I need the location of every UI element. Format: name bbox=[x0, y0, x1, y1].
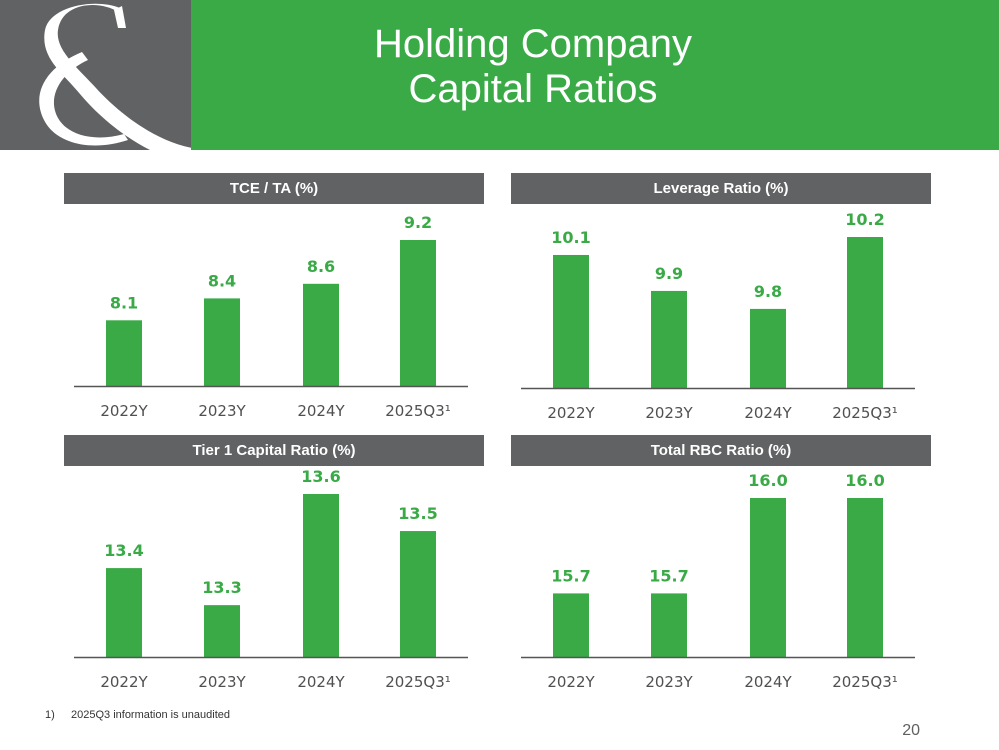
x-tick-label-1: 2023Y bbox=[198, 673, 246, 691]
header-band bbox=[191, 0, 999, 150]
bar-2 bbox=[303, 283, 339, 386]
bar-1 bbox=[204, 605, 240, 657]
data-label-2: 8.6 bbox=[307, 257, 335, 276]
x-tick-label-0: 2022Y bbox=[547, 404, 595, 422]
data-label-1: 13.3 bbox=[202, 578, 241, 597]
x-tick-label-1: 2023Y bbox=[645, 404, 693, 422]
data-label-3: 9.2 bbox=[404, 213, 432, 232]
page-title: Holding Company Capital Ratios bbox=[300, 22, 766, 112]
bar-2 bbox=[750, 498, 786, 657]
x-tick-label-1: 2023Y bbox=[645, 673, 693, 691]
x-tick-label-1: 2023Y bbox=[198, 402, 246, 420]
bar-1 bbox=[651, 290, 687, 388]
x-tick-label-2: 2024Y bbox=[297, 402, 345, 420]
x-tick-label-3: 2025Q3¹ bbox=[832, 404, 898, 422]
bar-0 bbox=[106, 568, 142, 657]
page-number: 20 bbox=[902, 722, 920, 739]
bar-0 bbox=[553, 593, 589, 657]
bar-3 bbox=[847, 237, 883, 388]
x-tick-label-2: 2024Y bbox=[744, 404, 792, 422]
ampersand-icon bbox=[39, 3, 191, 150]
tce-ta-chart-title: TCE / TA (%) bbox=[64, 173, 484, 204]
title-line-2: Capital Ratios bbox=[408, 67, 658, 111]
leverage-ratio-chart: 10.1 2022Y 9.9 2023Y 9.8 2024Y 10.2 2025Q3¹ bbox=[521, 210, 915, 422]
x-tick-label-0: 2022Y bbox=[547, 673, 595, 691]
bar-0 bbox=[553, 254, 589, 388]
data-label-3: 16.0 bbox=[845, 471, 884, 490]
data-label-0: 15.7 bbox=[551, 566, 590, 585]
bar-1 bbox=[204, 298, 240, 386]
data-label-2: 9.8 bbox=[754, 282, 782, 301]
bar-1 bbox=[651, 593, 687, 657]
data-label-1: 9.9 bbox=[655, 264, 683, 283]
tier1-capital-ratio-chart: 13.4 2022Y 13.3 2023Y 13.6 2024Y 13.5 2025Q3¹ bbox=[74, 467, 468, 691]
tier1-capital-ratio-chart-title: Tier 1 Capital Ratio (%) bbox=[64, 435, 484, 466]
logo-block bbox=[0, 0, 191, 150]
data-label-2: 16.0 bbox=[748, 471, 787, 490]
leverage-ratio-chart-title: Leverage Ratio (%) bbox=[511, 173, 931, 204]
footnote-text: 2025Q3 information is unaudited bbox=[71, 709, 230, 721]
data-label-0: 8.1 bbox=[110, 293, 138, 312]
bar-3 bbox=[400, 240, 436, 386]
data-label-0: 13.4 bbox=[104, 541, 143, 560]
total-rbc-ratio-chart: 15.7 2022Y 15.7 2023Y 16.0 2024Y 16.0 2025Q3¹ bbox=[521, 471, 915, 691]
data-label-3: 10.2 bbox=[845, 210, 884, 229]
bar-0 bbox=[106, 320, 142, 386]
x-tick-label-2: 2024Y bbox=[744, 673, 792, 691]
footnote-number: 1) bbox=[45, 709, 55, 721]
bar-3 bbox=[847, 498, 883, 657]
total-rbc-ratio-chart-title: Total RBC Ratio (%) bbox=[511, 435, 931, 466]
title-line-1: Holding Company bbox=[374, 22, 692, 66]
x-tick-label-3: 2025Q3¹ bbox=[832, 673, 898, 691]
x-tick-label-0: 2022Y bbox=[100, 402, 148, 420]
data-label-2: 13.6 bbox=[301, 467, 340, 486]
x-tick-label-0: 2022Y bbox=[100, 673, 148, 691]
bar-2 bbox=[303, 494, 339, 657]
bar-2 bbox=[750, 308, 786, 388]
x-tick-label-2: 2024Y bbox=[297, 673, 345, 691]
data-label-0: 10.1 bbox=[551, 228, 590, 247]
bar-3 bbox=[400, 531, 436, 657]
data-label-1: 8.4 bbox=[208, 271, 236, 290]
x-tick-label-3: 2025Q3¹ bbox=[385, 402, 451, 420]
x-tick-label-3: 2025Q3¹ bbox=[385, 673, 451, 691]
footnote: 1) 2025Q3 information is unaudited bbox=[45, 709, 230, 721]
data-label-1: 15.7 bbox=[649, 566, 688, 585]
tce-ta-chart: 8.1 2022Y 8.4 2023Y 8.6 2024Y 9.2 2025Q3¹ bbox=[74, 213, 468, 420]
data-label-3: 13.5 bbox=[398, 504, 437, 523]
